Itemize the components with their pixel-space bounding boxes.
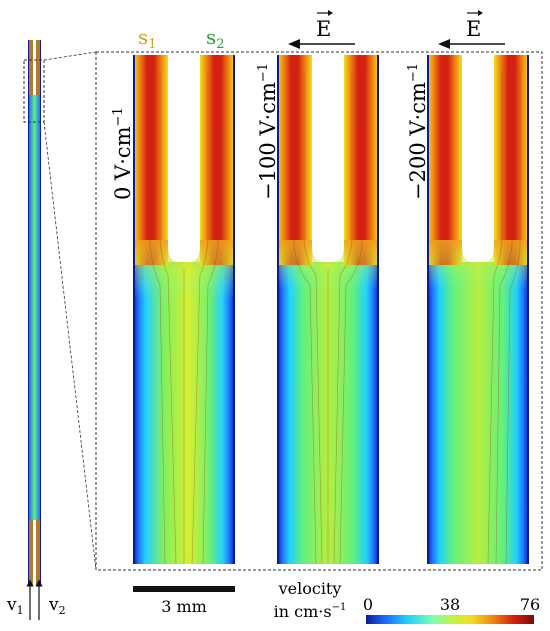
colorbar-title-line1: velocity [278, 579, 342, 598]
panel-1 [133, 55, 235, 565]
field-label-panel-1: 0 V·cm−1 [111, 107, 135, 200]
inlet-arrows: v1 v2 [6, 579, 66, 620]
inlet2-label: v2 [48, 595, 66, 617]
colorbar-tick-76: 76 [520, 595, 540, 614]
scale-bar: 3 mm [133, 586, 235, 616]
stream1-label: s1 [138, 25, 157, 52]
panel-3 [427, 55, 529, 565]
colorbar-tick-0: 0 [363, 595, 373, 614]
colorbar-tick-38: 38 [440, 595, 460, 614]
field-symbol-panel-3: E [466, 17, 481, 41]
colorbar-gradient [366, 615, 534, 624]
field-arrow-panel-3: E [438, 10, 505, 49]
field-label-panel-2: −100 V·cm−1 [256, 63, 280, 200]
colorbar-title-line2: in cm·s−1 [274, 602, 347, 621]
panel-2 [277, 55, 379, 565]
field-arrow-panel-2: E [288, 10, 355, 49]
stream2-label: s2 [206, 25, 225, 52]
inlet1-label: v1 [6, 595, 24, 617]
colorbar: velocity in cm·s−1 0 38 76 [274, 579, 540, 624]
field-symbol-panel-2: E [316, 17, 331, 41]
overview-channel [23, 40, 97, 585]
zoom-frame [95, 51, 543, 571]
scale-bar-label: 3 mm [161, 597, 207, 616]
zoom-inset-box [23, 59, 45, 123]
field-label-panel-3: −200 V·cm−1 [406, 63, 430, 200]
